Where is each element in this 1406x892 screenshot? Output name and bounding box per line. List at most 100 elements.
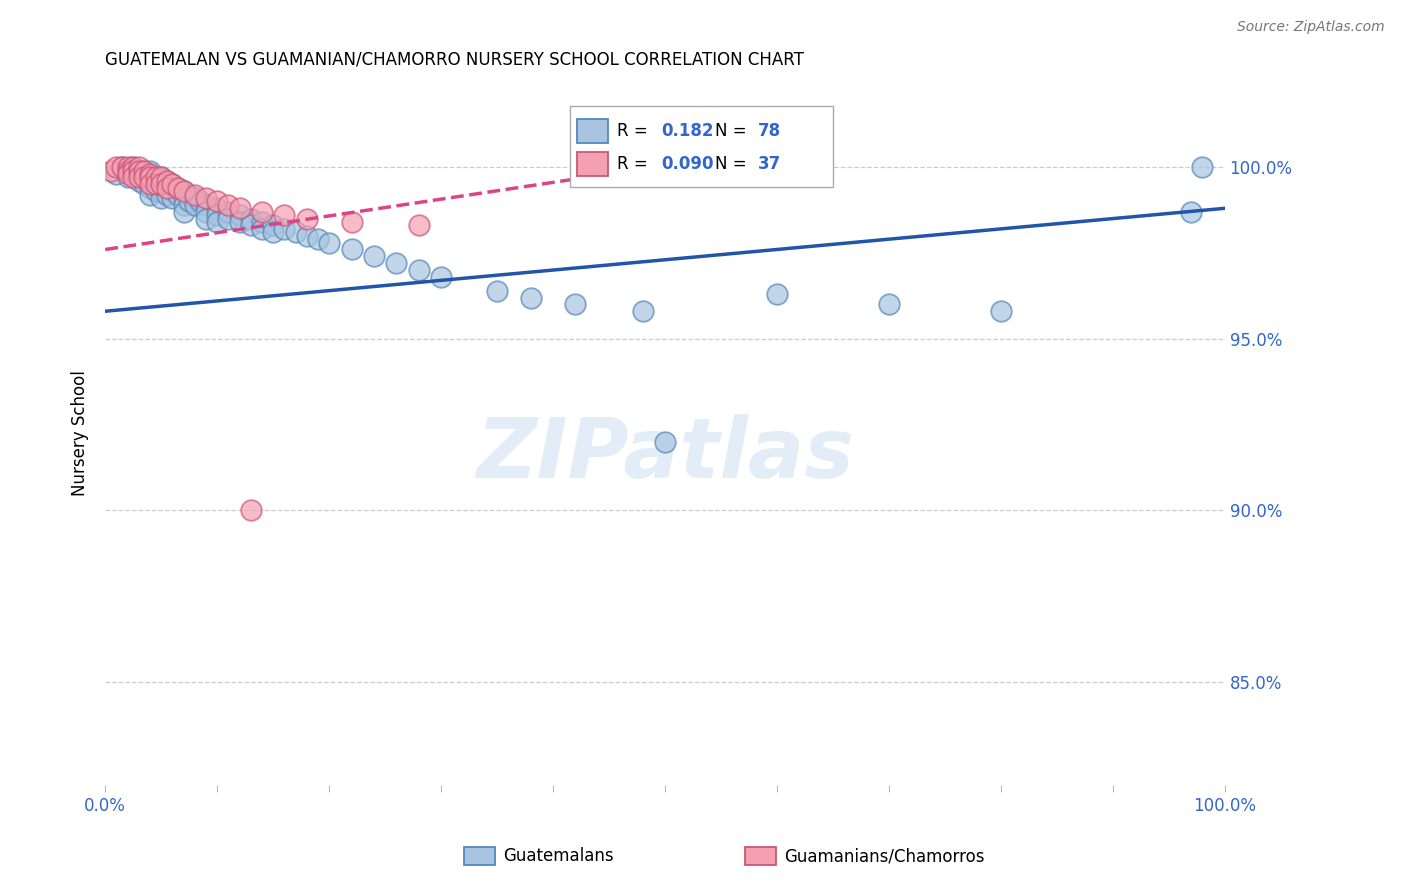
Point (134, 163, 156, 178)
Text: N =: N = (716, 121, 752, 139)
Point (139, 167, 162, 181)
Point (408, 263, 430, 277)
Point (150, 178, 173, 192)
Point (167, 180, 190, 194)
Point (194, 198, 217, 212)
Point (179, 194, 201, 209)
Point (250, 215, 273, 229)
Point (340, 215, 363, 229)
Text: R =: R = (617, 121, 652, 139)
Point (173, 198, 195, 212)
Point (156, 180, 179, 194)
Point (122, 160, 145, 174)
Point (128, 160, 150, 174)
Point (156, 174, 179, 188)
Point (205, 208, 228, 222)
Point (150, 191, 173, 205)
Point (122, 167, 145, 181)
Point (156, 180, 179, 194)
Point (139, 178, 162, 192)
Point (190, 194, 212, 209)
Text: ZIPatlas: ZIPatlas (477, 414, 853, 495)
Point (766, 287, 789, 301)
Point (184, 191, 207, 205)
Point (990, 304, 1012, 318)
Point (877, 297, 900, 311)
Point (162, 178, 184, 192)
Text: GUATEMALAN VS GUAMANIAN/CHAMORRO NURSERY SCHOOL CORRELATION CHART: GUATEMALAN VS GUAMANIAN/CHAMORRO NURSERY… (105, 51, 804, 69)
Point (145, 178, 167, 192)
Y-axis label: Nursery School: Nursery School (72, 370, 89, 496)
Point (631, 304, 654, 318)
Point (128, 163, 150, 178)
Point (117, 167, 139, 181)
Text: Guatemalans: Guatemalans (503, 847, 614, 865)
Point (184, 198, 207, 212)
Point (139, 174, 162, 188)
Point (295, 228, 318, 243)
Point (150, 170, 173, 185)
Point (228, 208, 250, 222)
Point (122, 163, 145, 178)
Point (156, 187, 179, 202)
Point (173, 184, 195, 198)
Point (295, 211, 318, 226)
Point (117, 170, 139, 185)
Point (273, 222, 295, 236)
Point (239, 211, 262, 226)
Point (519, 291, 541, 305)
Point (134, 170, 156, 185)
Point (117, 163, 139, 178)
Point (430, 269, 453, 284)
Point (307, 232, 329, 246)
Point (128, 174, 150, 188)
Point (134, 178, 156, 192)
Point (228, 215, 250, 229)
Point (205, 202, 228, 216)
Point (139, 167, 162, 181)
Point (250, 204, 273, 219)
Text: N =: N = (716, 155, 752, 173)
Point (145, 178, 167, 192)
Point (162, 184, 184, 198)
Point (564, 297, 586, 311)
Point (117, 160, 139, 174)
Point (194, 191, 217, 205)
Point (122, 170, 145, 185)
Text: Guamanians/Chamorros: Guamanians/Chamorros (785, 847, 986, 865)
Point (408, 219, 430, 233)
Point (139, 187, 162, 202)
Point (145, 184, 167, 198)
Point (262, 219, 284, 233)
Point (134, 163, 156, 178)
Point (105, 167, 128, 181)
Point (228, 202, 250, 216)
Point (173, 184, 195, 198)
Point (184, 187, 207, 202)
Point (111, 160, 134, 174)
Point (122, 160, 145, 174)
Point (250, 222, 273, 236)
Point (284, 225, 307, 239)
Text: R =: R = (617, 155, 652, 173)
Point (111, 160, 134, 174)
Point (134, 170, 156, 185)
Bar (576, 119, 607, 143)
Point (128, 170, 150, 185)
Point (194, 204, 217, 219)
Point (385, 256, 408, 270)
Point (145, 170, 167, 185)
Point (262, 225, 284, 239)
Text: 78: 78 (758, 121, 780, 139)
Point (117, 163, 139, 178)
Point (273, 208, 295, 222)
Point (162, 178, 184, 192)
Point (150, 170, 173, 185)
Text: 0.182: 0.182 (662, 121, 714, 139)
Point (150, 184, 173, 198)
Point (162, 191, 184, 205)
Text: Source: ZipAtlas.com: Source: ZipAtlas.com (1237, 20, 1385, 34)
Point (654, 434, 676, 449)
Bar (576, 153, 607, 177)
Point (239, 503, 262, 517)
